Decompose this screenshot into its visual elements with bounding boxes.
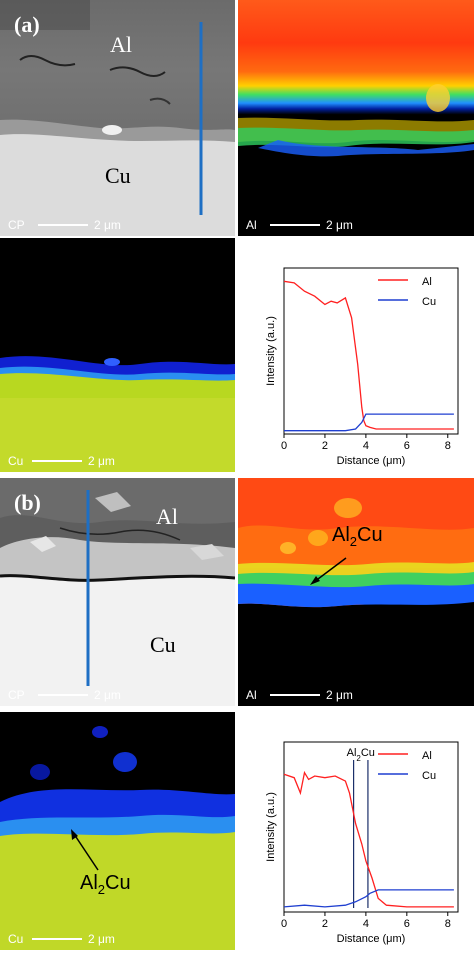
x-tick-label: 2 xyxy=(322,440,328,452)
x-tick-label: 0 xyxy=(281,918,287,930)
x-tick-label: 2 xyxy=(322,918,328,930)
panel-b-al-label: Al xyxy=(156,504,178,529)
panel-b-cp-image: (b) Al Cu CP 2 μm xyxy=(0,478,235,706)
y-axis-label: Intensity (a.u.) xyxy=(265,792,277,862)
panel-b-al-map-arrow xyxy=(310,557,347,585)
panel-a-al-map: Al 2 μm xyxy=(238,0,474,236)
series-line-cu xyxy=(284,413,454,432)
series-line-al xyxy=(283,280,454,430)
panel-b-cu-map: Al2Cu Cu 2 μm xyxy=(0,712,235,950)
panel-a-chart-svg: 0 2 4 6 8 Distance (μm) Intensity (a.u.) Al Cu xyxy=(265,267,459,467)
panel-a-cp-image: (a) Al Cu CP 2 μm xyxy=(0,0,235,236)
panel-b-cu-map-annotation: Al2Cu xyxy=(80,872,131,897)
x-tick-label: 4 xyxy=(363,440,369,452)
panel-a-label: (a) xyxy=(14,12,40,37)
panel-a-line-profile-chart: 0 2 4 6 8 Distance (μm) Intensity (a.u.) Al Cu xyxy=(238,238,474,472)
legend-label: Al xyxy=(422,276,432,288)
plot-frame xyxy=(283,741,459,913)
legend-label: Cu xyxy=(422,296,436,308)
x-axis-label: Distance (μm) xyxy=(337,933,406,945)
panel-a-cu-label: Cu xyxy=(105,163,131,188)
panel-b-chart-svg: 0 2 4 6 8 Distance (μm) Intensity (a.u.) Al Cu Al… xyxy=(265,741,459,945)
panel-b-cu-eds-map xyxy=(0,712,235,950)
plot-frame xyxy=(283,267,459,435)
legend-label: Cu xyxy=(422,770,436,782)
panel-b-label: (b) xyxy=(14,490,41,515)
series-line-al xyxy=(283,770,454,908)
panel-a-cp-sem-image xyxy=(0,0,235,236)
panel-b-cp-sem-image xyxy=(0,478,235,706)
x-tick-label: 0 xyxy=(281,440,287,452)
y-axis-label: Intensity (a.u.) xyxy=(265,316,277,386)
panel-a-al-label: Al xyxy=(110,32,132,57)
x-tick-label: 6 xyxy=(404,440,410,452)
panel-b-al-map: Al2Cu Al 2 μm xyxy=(238,478,474,706)
plot-b-al2cu-annotation: Al2Cu xyxy=(347,747,375,763)
x-tick-label: 6 xyxy=(404,918,410,930)
legend-label: Al xyxy=(422,750,432,762)
panel-a-cu-map: Cu 2 μm xyxy=(0,238,235,472)
x-tick-label: 4 xyxy=(363,918,369,930)
panel-b-al-eds-map xyxy=(238,478,474,706)
panel-a-al-eds-map xyxy=(238,0,474,236)
panel-b-cu-map-arrow xyxy=(71,829,99,871)
panel-b-line-profile-chart: 0 2 4 6 8 Distance (μm) Intensity (a.u.) Al Cu Al… xyxy=(238,712,474,950)
panel-a-cu-eds-map xyxy=(0,238,235,472)
x-tick-label: 8 xyxy=(445,918,451,930)
panel-b-al-map-annotation: Al2Cu xyxy=(332,524,383,549)
x-tick-label: 8 xyxy=(445,440,451,452)
x-axis-label: Distance (μm) xyxy=(337,455,406,467)
series-line-cu xyxy=(283,889,454,908)
panel-b-cu-label: Cu xyxy=(150,632,176,657)
